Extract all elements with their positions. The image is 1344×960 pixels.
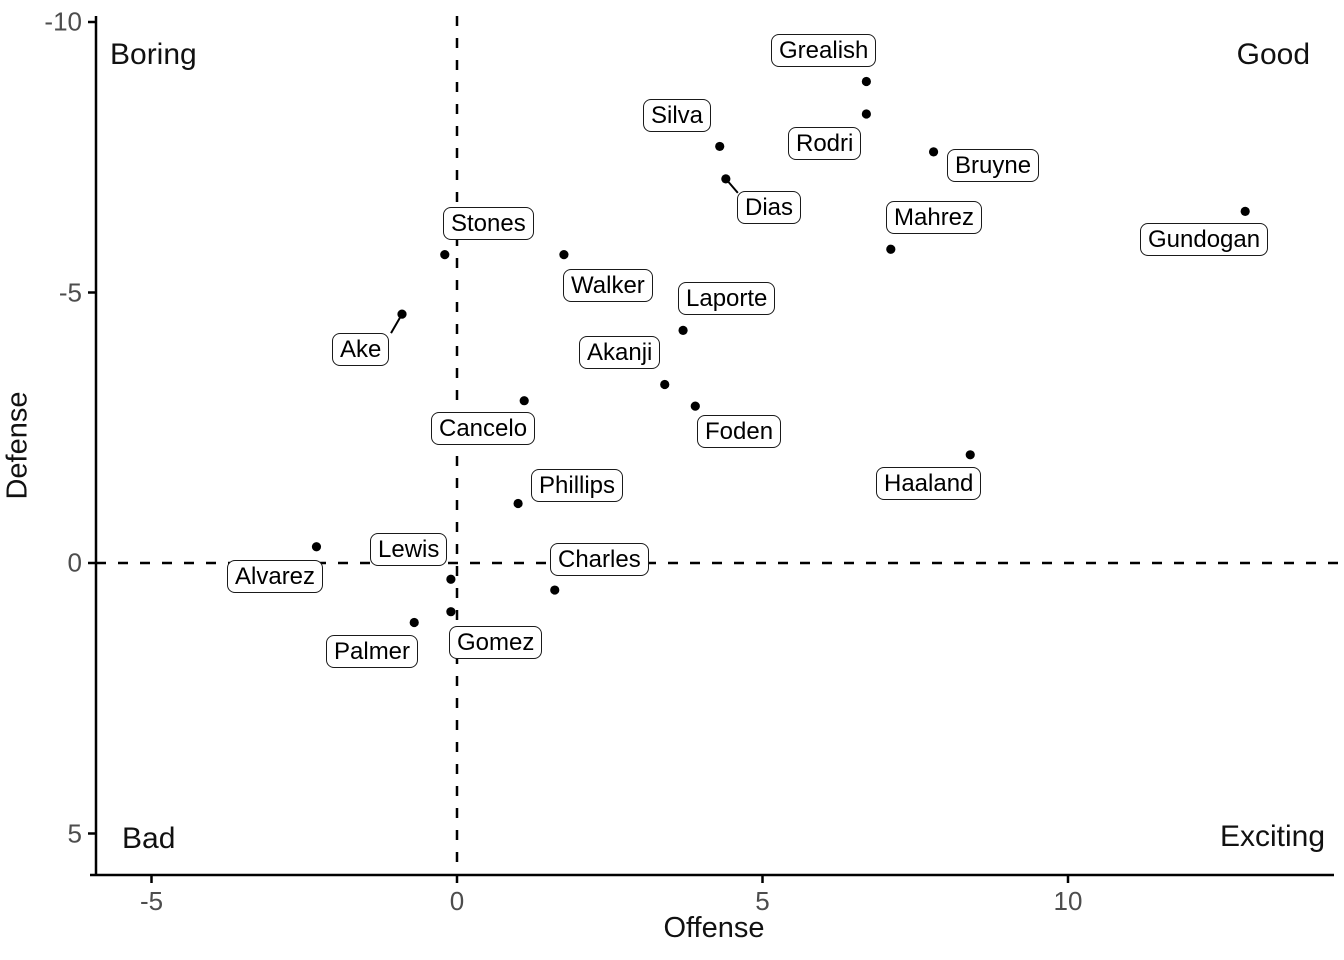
- player-label-alvarez: Alvarez: [227, 560, 324, 593]
- player-label-foden: Foden: [697, 415, 782, 448]
- player-label-bruyne: Bruyne: [947, 149, 1040, 182]
- player-label-walker: Walker: [563, 269, 653, 302]
- player-label-mahrez: Mahrez: [886, 201, 983, 234]
- player-label-laporte: Laporte: [678, 282, 776, 315]
- player-label-palmer: Palmer: [326, 635, 419, 668]
- player-label-akanji: Akanji: [579, 336, 661, 369]
- player-label-lewis: Lewis: [370, 533, 448, 566]
- player-label-ake: Ake: [332, 333, 390, 366]
- player-label-charles: Charles: [550, 543, 649, 576]
- player-label-gomez: Gomez: [449, 626, 543, 659]
- player-label-grealish: Grealish: [771, 34, 877, 67]
- player-label-phillips: Phillips: [531, 469, 624, 502]
- player-label-dias: Dias: [737, 191, 802, 224]
- player-label-gundogan: Gundogan: [1140, 223, 1269, 256]
- player-label-rodri: Rodri: [788, 127, 862, 160]
- player-label-silva: Silva: [643, 99, 712, 132]
- player-label-stones: Stones: [443, 207, 534, 240]
- player-label-cancelo: Cancelo: [431, 412, 536, 445]
- player-label-haaland: Haaland: [876, 467, 982, 500]
